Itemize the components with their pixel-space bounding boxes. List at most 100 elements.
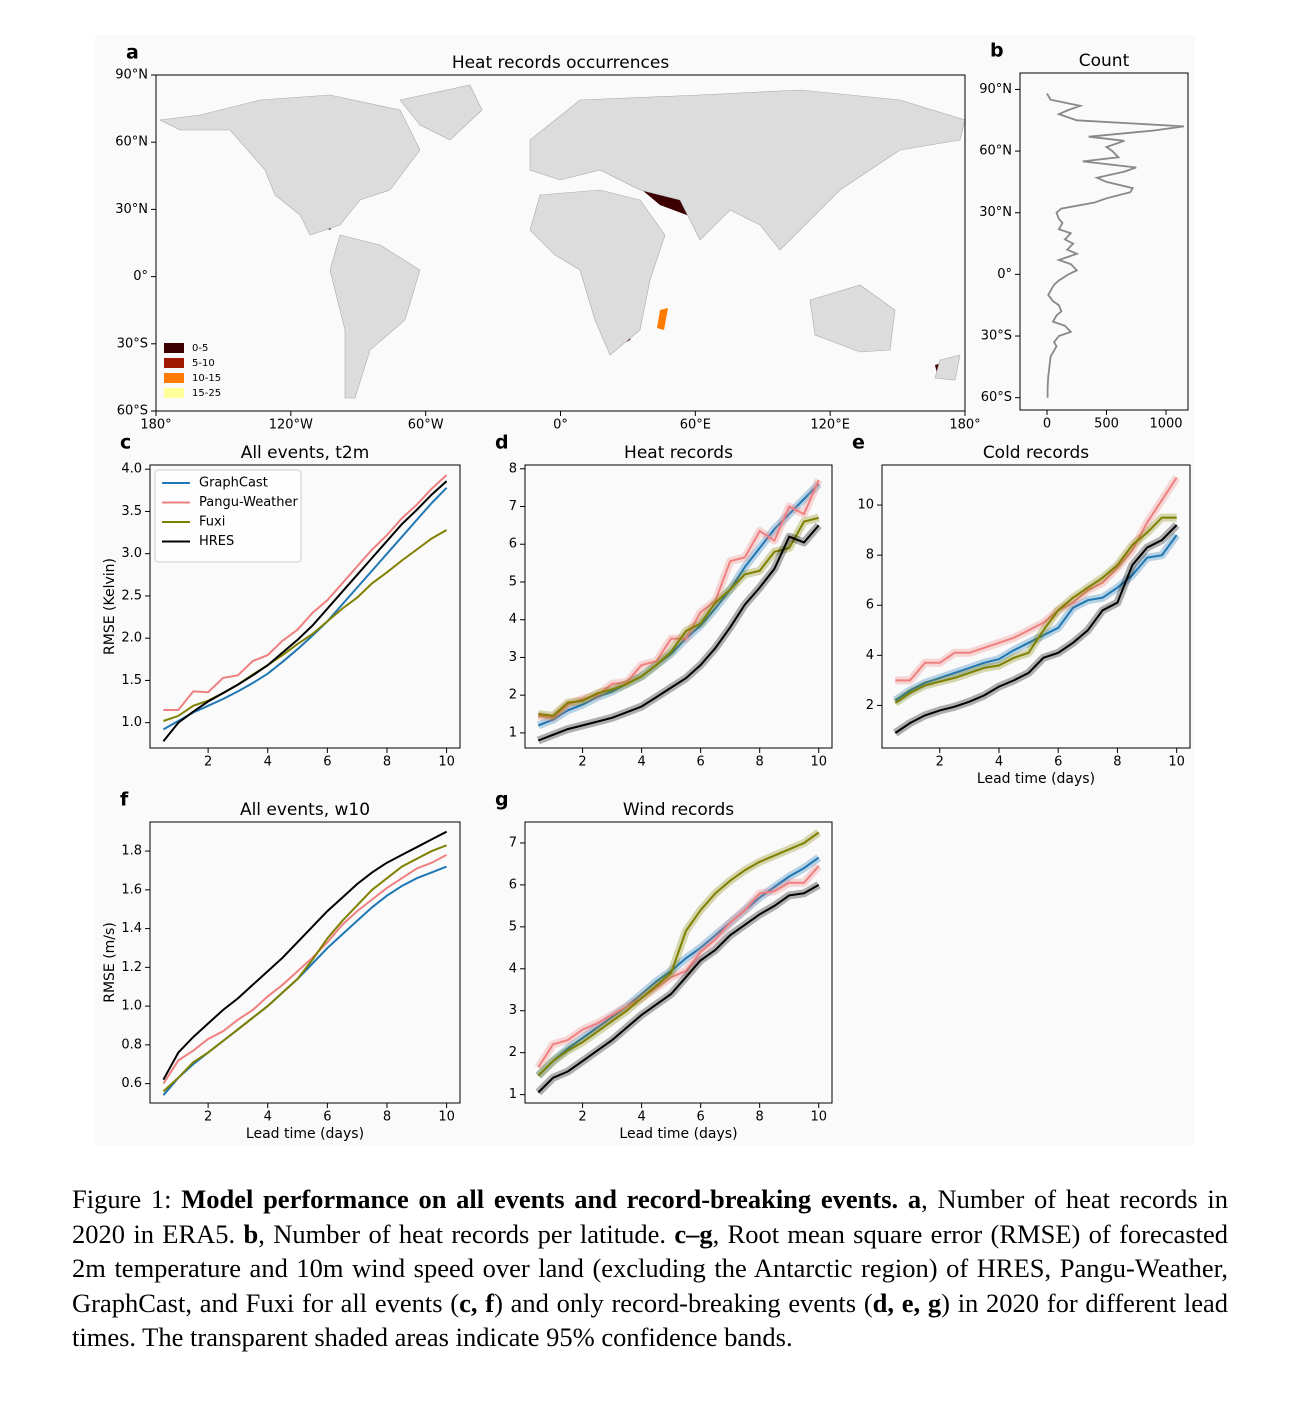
- y-tick-label: 1: [509, 725, 517, 740]
- legend-label: Fuxi: [199, 515, 225, 530]
- series-line: [537, 524, 820, 742]
- y-tick-label: 0°: [997, 267, 1012, 282]
- legend-swatch: [164, 358, 184, 368]
- x-tick-label: 2: [204, 1110, 212, 1125]
- x-tick-label: 500: [1094, 417, 1119, 432]
- x-tick-label: 10: [1168, 755, 1185, 770]
- plot-frame: [149, 464, 461, 749]
- x-tick-label: 2: [578, 1110, 586, 1125]
- caption-bold: c, f: [459, 1287, 495, 1318]
- chart-title: Heat records occurrences: [452, 53, 670, 73]
- y-tick-label: 2: [509, 688, 517, 703]
- x-tick-label: 10: [810, 755, 827, 770]
- x-tick-label: 180°: [949, 418, 980, 433]
- series-line: [538, 479, 820, 719]
- series-line: [895, 476, 1178, 682]
- chart-title: All events, w10: [240, 800, 370, 820]
- y-tick-label: 1.0: [121, 715, 142, 730]
- y-tick-label: 60°N: [115, 135, 148, 150]
- y-tick-label: 8: [866, 548, 874, 563]
- y-tick-label: 8: [509, 461, 517, 476]
- series-line: [894, 516, 1177, 704]
- series-line: [162, 854, 448, 1085]
- y-tick-label: 3.5: [121, 504, 142, 519]
- series-line: [162, 844, 447, 1093]
- y-tick-label: 6: [509, 537, 517, 552]
- legend-label: 0-5: [192, 343, 208, 354]
- series-line: [162, 480, 448, 742]
- series-line: [537, 884, 820, 1094]
- series-line: [537, 483, 820, 727]
- caption-bold: d, e, g: [872, 1287, 942, 1318]
- x-tick-label: 2: [936, 755, 944, 770]
- count-line: [1046, 93, 1184, 398]
- legend-label: GraphCast: [199, 476, 268, 491]
- legend-swatch: [164, 343, 184, 353]
- x-tick-label: 2: [578, 755, 586, 770]
- legend-label: 10-15: [192, 373, 221, 384]
- y-tick-label: 60°N: [979, 144, 1012, 159]
- series-line: [538, 516, 819, 717]
- caption-bold: Model performance on all events and reco…: [181, 1184, 922, 1214]
- x-tick-label: 10: [438, 1110, 455, 1125]
- series-line: [163, 474, 448, 711]
- y-tick-label: 1.8: [121, 844, 142, 859]
- x-tick-label: 8: [756, 1110, 764, 1125]
- y-tick-label: 2: [866, 698, 874, 713]
- x-tick-label: 120°E: [810, 418, 850, 433]
- y-tick-label: 90°N: [115, 68, 148, 83]
- x-axis-label: Lead time (days): [977, 771, 1095, 787]
- series-line: [537, 856, 820, 1077]
- panel-label: f: [120, 789, 129, 811]
- caption-text: , Root mean square error (RMSE) of forec…: [72, 1218, 1228, 1318]
- y-tick-label: 1.5: [121, 673, 142, 688]
- y-tick-label: 4: [509, 612, 517, 627]
- panel-label: a: [126, 42, 139, 64]
- x-tick-label: 6: [323, 1110, 331, 1125]
- y-tick-label: 5: [509, 574, 517, 589]
- legend-label: 15-25: [192, 388, 221, 399]
- x-tick-label: 10: [810, 1110, 827, 1125]
- y-tick-label: 1: [509, 1087, 517, 1102]
- x-axis-label: Lead time (days): [246, 1126, 364, 1142]
- figure-caption: Figure 1: Model performance on all event…: [72, 1182, 1228, 1355]
- series-line: [537, 865, 820, 1068]
- x-tick-label: 180°: [140, 418, 171, 433]
- chart-title: Wind records: [623, 800, 734, 820]
- x-tick-label: 8: [756, 755, 764, 770]
- series-line: [894, 524, 1178, 734]
- x-tick-label: 6: [696, 1110, 704, 1125]
- caption-bold: b: [243, 1218, 259, 1249]
- x-tick-label: 4: [637, 755, 645, 770]
- y-tick-label: 2.5: [121, 588, 142, 603]
- x-tick-label: 4: [264, 1110, 272, 1125]
- y-tick-label: 30°N: [979, 205, 1012, 220]
- series-line: [162, 830, 448, 1081]
- x-tick-label: 8: [383, 755, 391, 770]
- caption-text: ) and only record-breaking events (: [494, 1287, 873, 1318]
- y-tick-label: 90°N: [979, 82, 1012, 97]
- series-line: [537, 831, 820, 1077]
- y-axis-label: RMSE (m/s): [102, 922, 118, 1003]
- y-axis-label: RMSE (Kelvin): [102, 558, 118, 655]
- chart-title: All events, t2m: [241, 443, 370, 463]
- y-tick-label: 10: [857, 498, 874, 513]
- plot-frame: [524, 821, 833, 1104]
- legend-label: 5-10: [192, 358, 215, 369]
- y-tick-label: 1.2: [121, 960, 142, 975]
- y-tick-label: 3: [509, 1003, 517, 1018]
- y-tick-label: 0.6: [121, 1076, 142, 1091]
- legend-label: HRES: [199, 534, 234, 549]
- y-tick-label: 1.0: [121, 999, 142, 1014]
- x-tick-label: 8: [383, 1110, 391, 1125]
- panel-label: g: [495, 789, 509, 811]
- plot-frame: [881, 464, 1191, 749]
- land-masses: [158, 84, 966, 399]
- y-tick-label: 1.6: [121, 882, 142, 897]
- y-tick-label: 5: [509, 919, 517, 934]
- y-tick-label: 60°S: [117, 404, 148, 419]
- y-tick-label: 3.0: [121, 546, 142, 561]
- x-tick-label: 0°: [553, 418, 568, 433]
- y-tick-label: 2.0: [121, 631, 142, 646]
